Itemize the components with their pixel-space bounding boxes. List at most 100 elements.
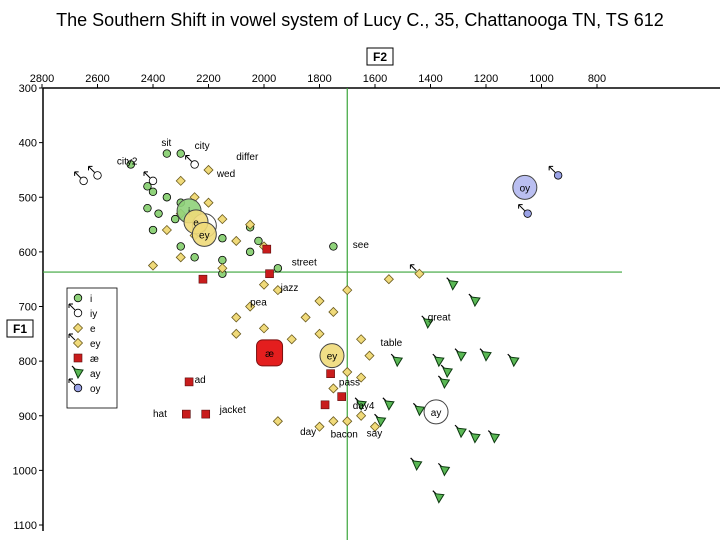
marker-shape (481, 351, 492, 362)
marker-shape (73, 353, 83, 363)
marker-shape (356, 372, 367, 383)
marker-shape (326, 369, 335, 378)
word-label: see (353, 240, 370, 251)
x-tick-label: 2200 (196, 73, 220, 85)
point-diamond (342, 285, 353, 296)
chart-title: The Southern Shift in vowel system of Lu… (56, 10, 664, 30)
point-circle (143, 182, 152, 191)
y-tick-label: 700 (19, 302, 37, 314)
point-diamond (272, 416, 283, 427)
point-diamond (356, 372, 367, 383)
marker-shape (442, 367, 453, 379)
marker-shape (245, 219, 256, 230)
marker-shape (126, 160, 135, 169)
point-triangle (468, 430, 481, 444)
marker-shape (79, 176, 88, 186)
tick-labels: 2800 2600 2400 2200 2000 1800 1600 1400 1200 1000… (13, 73, 607, 532)
marker-shape (147, 260, 159, 271)
marker-shape (434, 493, 445, 504)
x-tick-label: 2000 (252, 73, 276, 85)
point-circle (190, 253, 199, 262)
marker-tail (74, 171, 81, 179)
marker-shape (356, 334, 367, 345)
point-circle (143, 203, 152, 213)
mean-marker: ay (423, 399, 449, 425)
mean-shape (256, 339, 284, 367)
marker-shape (170, 214, 180, 224)
marker-shape (143, 182, 152, 191)
marker-shape (329, 242, 338, 251)
point-triangle (410, 457, 423, 471)
marker-shape (356, 410, 367, 421)
point-triangle (437, 375, 451, 390)
x-axis-title: F2 (373, 50, 387, 64)
point-diamond (231, 328, 242, 339)
marker-shape (176, 149, 185, 158)
point-diamond (364, 350, 375, 361)
marker-shape (262, 244, 272, 254)
marker-shape (523, 209, 532, 218)
point-square (262, 244, 272, 254)
point-triangle (437, 462, 451, 477)
marker-shape (203, 164, 214, 176)
point-circle-tail (518, 204, 532, 218)
point-triangle (454, 424, 467, 439)
legend-label: i (90, 294, 92, 305)
word-label: ad (195, 375, 206, 386)
point-diamond (328, 306, 339, 318)
legend-label: oy (90, 384, 101, 395)
point-circle (176, 149, 185, 158)
point-triangle (374, 413, 387, 428)
marker-shape (300, 312, 311, 323)
word-label: jacket (219, 405, 246, 416)
marker-shape (254, 236, 263, 246)
marker-shape (217, 263, 228, 274)
marker-tail-head (409, 264, 415, 269)
marker-tail (410, 264, 417, 272)
point-diamond-tail (409, 264, 425, 279)
mean-label: oy (520, 183, 531, 194)
point-diamond (314, 328, 325, 339)
point-diamond (286, 334, 297, 345)
word-label: city (195, 141, 210, 152)
mean-label: æ (265, 349, 274, 360)
point-circle (162, 149, 172, 158)
marker-shape (447, 280, 459, 291)
marker-shape (258, 279, 270, 290)
marker-shape (245, 247, 255, 257)
point-triangle (468, 293, 481, 308)
marker-shape (314, 421, 325, 432)
point-circle-tail (74, 171, 88, 186)
marker-shape (182, 409, 191, 419)
point-diamond (258, 323, 270, 334)
word-label: pass (339, 378, 360, 389)
y-tick-label: 900 (19, 411, 37, 423)
x-axis-title-box (366, 47, 394, 66)
word-label: differ (236, 152, 259, 163)
marker-tail-head (185, 154, 190, 160)
marker-tail (518, 204, 525, 211)
mean-shape (191, 221, 217, 247)
word-label: city2 (117, 156, 138, 167)
point-circle-tail (548, 165, 563, 180)
point-circle (162, 193, 172, 202)
marker-shape (328, 416, 339, 427)
marker-shape (439, 378, 451, 390)
point-square (184, 377, 194, 387)
word-label: hat (153, 409, 167, 420)
point-diamond (245, 301, 256, 312)
marker-shape (456, 427, 467, 439)
point-triangle (412, 402, 426, 417)
marker-shape (198, 274, 208, 284)
legend-marker (73, 293, 83, 303)
marker-shape (231, 328, 242, 339)
x-tick-label: 800 (588, 73, 606, 85)
mean-marker: oy (512, 174, 538, 200)
marker-shape (161, 224, 172, 236)
marker-shape (73, 383, 83, 393)
y-tick-label: 400 (19, 138, 37, 150)
marker-tail (68, 303, 76, 311)
marker-tail-head (143, 171, 148, 176)
crosshair (43, 88, 622, 540)
